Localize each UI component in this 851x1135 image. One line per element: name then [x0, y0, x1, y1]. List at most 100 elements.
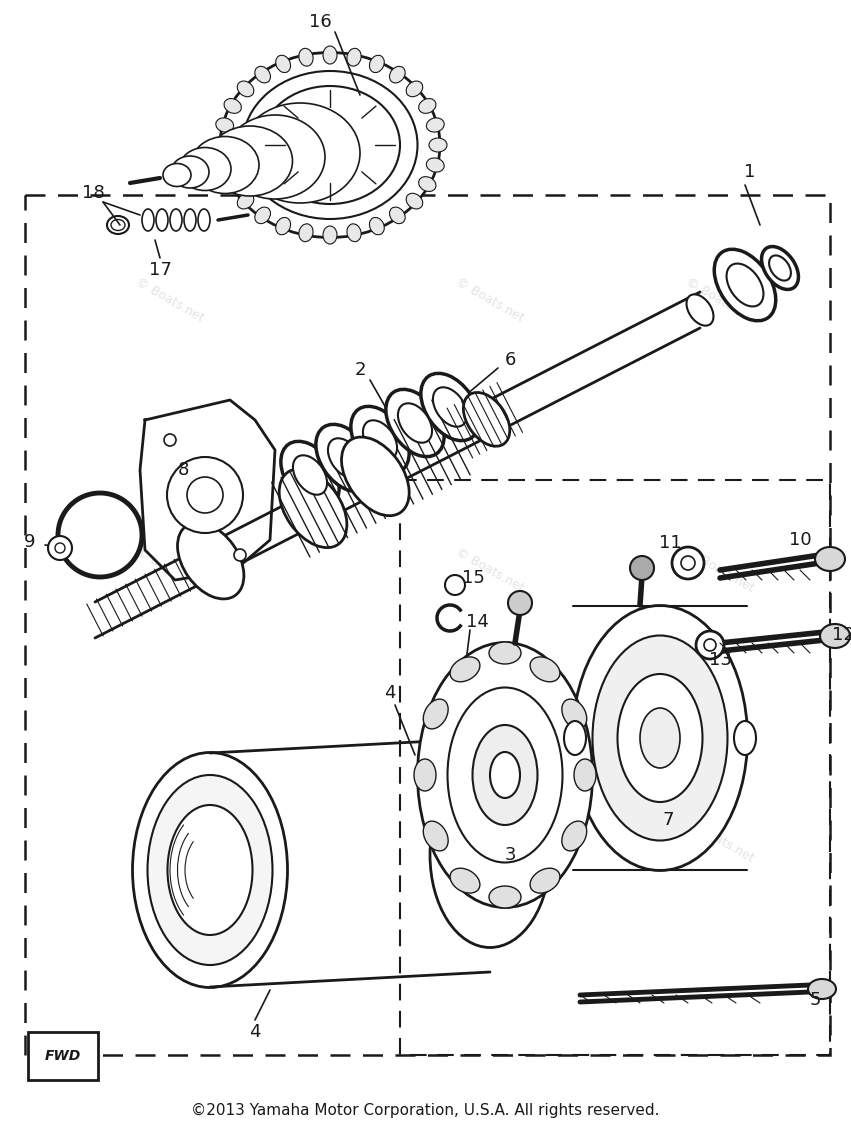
Bar — [25, 195, 830, 1056]
Text: 5: 5 — [809, 991, 820, 1009]
Ellipse shape — [564, 721, 586, 755]
Ellipse shape — [198, 209, 210, 232]
Text: 17: 17 — [149, 261, 171, 279]
Ellipse shape — [450, 657, 480, 682]
Ellipse shape — [414, 759, 436, 791]
Ellipse shape — [179, 148, 231, 191]
Ellipse shape — [419, 177, 436, 192]
Ellipse shape — [299, 49, 313, 66]
Circle shape — [672, 547, 704, 579]
Ellipse shape — [243, 72, 418, 219]
Ellipse shape — [276, 218, 290, 235]
Ellipse shape — [254, 207, 271, 224]
Circle shape — [630, 556, 654, 580]
Ellipse shape — [147, 775, 272, 965]
Ellipse shape — [423, 699, 448, 729]
Ellipse shape — [762, 246, 798, 289]
Ellipse shape — [490, 753, 520, 798]
Ellipse shape — [341, 437, 409, 515]
Ellipse shape — [225, 115, 325, 199]
Ellipse shape — [489, 642, 521, 664]
Text: 9: 9 — [24, 533, 36, 550]
Text: 18: 18 — [82, 184, 105, 202]
Ellipse shape — [163, 163, 191, 186]
Ellipse shape — [208, 126, 293, 196]
Ellipse shape — [562, 699, 586, 729]
Ellipse shape — [430, 763, 550, 948]
Ellipse shape — [281, 442, 340, 508]
Text: 14: 14 — [465, 613, 488, 631]
Polygon shape — [140, 400, 275, 580]
Text: 8: 8 — [177, 461, 189, 479]
Ellipse shape — [178, 522, 244, 599]
Ellipse shape — [618, 674, 702, 802]
Text: 2: 2 — [354, 361, 366, 379]
Text: 12: 12 — [831, 627, 851, 644]
Text: ©2013 Yamaha Motor Corporation, U.S.A. All rights reserved.: ©2013 Yamaha Motor Corporation, U.S.A. A… — [191, 1102, 660, 1118]
Bar — [400, 480, 830, 1056]
Ellipse shape — [418, 642, 592, 908]
Text: © Boats.net: © Boats.net — [134, 276, 206, 325]
Ellipse shape — [406, 81, 423, 96]
Ellipse shape — [299, 224, 313, 242]
Text: 10: 10 — [789, 531, 811, 549]
Ellipse shape — [107, 216, 129, 234]
Circle shape — [234, 549, 246, 561]
Ellipse shape — [450, 868, 480, 893]
Circle shape — [445, 575, 465, 595]
Ellipse shape — [213, 138, 231, 152]
Ellipse shape — [220, 52, 440, 237]
Text: © Boats.net: © Boats.net — [454, 815, 526, 865]
Ellipse shape — [323, 47, 337, 64]
Circle shape — [55, 543, 65, 553]
Ellipse shape — [224, 177, 242, 192]
Ellipse shape — [260, 86, 400, 204]
Circle shape — [704, 639, 716, 651]
Ellipse shape — [489, 886, 521, 908]
Ellipse shape — [448, 688, 563, 863]
Ellipse shape — [530, 657, 560, 682]
Ellipse shape — [240, 103, 360, 203]
Text: © Boats.net: © Boats.net — [134, 815, 206, 865]
Ellipse shape — [808, 980, 836, 999]
Ellipse shape — [562, 821, 586, 851]
Ellipse shape — [464, 393, 510, 446]
Text: 11: 11 — [659, 533, 682, 552]
Circle shape — [58, 493, 142, 577]
Bar — [28, 1032, 98, 1081]
Ellipse shape — [184, 209, 196, 232]
Ellipse shape — [224, 99, 242, 114]
Ellipse shape — [111, 219, 125, 230]
Ellipse shape — [369, 56, 385, 73]
Ellipse shape — [815, 547, 845, 571]
Circle shape — [48, 536, 72, 560]
Ellipse shape — [351, 406, 409, 473]
Circle shape — [681, 556, 695, 570]
Ellipse shape — [171, 155, 209, 188]
Ellipse shape — [216, 158, 234, 173]
Ellipse shape — [170, 209, 182, 232]
Text: FWD: FWD — [45, 1049, 81, 1063]
Ellipse shape — [574, 759, 596, 791]
Text: © Boats.net: © Boats.net — [134, 545, 206, 595]
Circle shape — [164, 434, 176, 446]
Ellipse shape — [390, 66, 405, 83]
Ellipse shape — [426, 118, 444, 132]
Text: 7: 7 — [662, 812, 674, 829]
Ellipse shape — [323, 226, 337, 244]
Ellipse shape — [421, 373, 479, 440]
Text: 3: 3 — [505, 846, 516, 864]
Text: 6: 6 — [505, 351, 516, 369]
Ellipse shape — [237, 81, 254, 96]
Ellipse shape — [573, 605, 747, 871]
Ellipse shape — [734, 721, 756, 755]
Ellipse shape — [687, 294, 713, 326]
Ellipse shape — [216, 118, 234, 132]
Ellipse shape — [316, 424, 374, 491]
Text: 4: 4 — [249, 1023, 260, 1041]
Ellipse shape — [293, 455, 327, 495]
Ellipse shape — [347, 49, 361, 66]
Text: © Boats.net: © Boats.net — [454, 545, 526, 595]
Text: 16: 16 — [309, 12, 331, 31]
Ellipse shape — [142, 209, 154, 232]
